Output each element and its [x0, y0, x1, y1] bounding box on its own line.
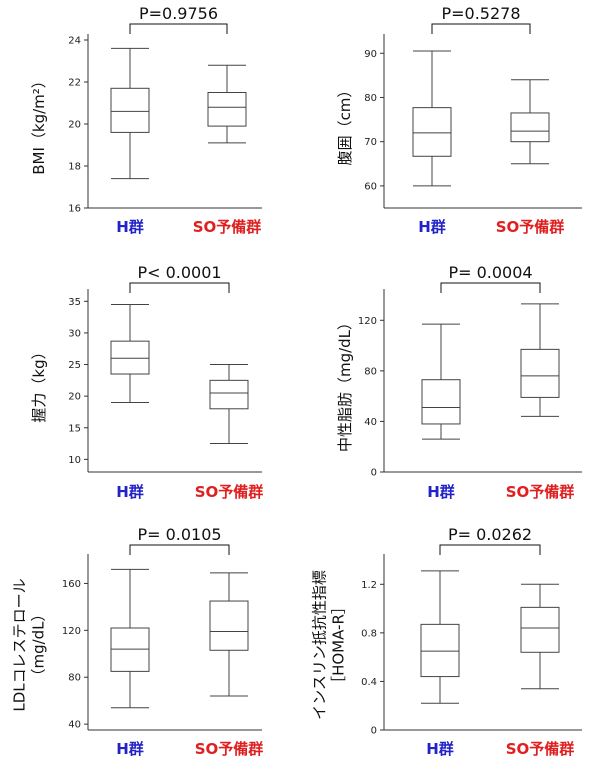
y-tick-label: 30: [68, 328, 81, 339]
y-axis-label: 中性脂肪（mg/dL）: [336, 315, 354, 452]
x-category-label: SO予備群: [193, 218, 262, 236]
y-tick-label: 70: [364, 137, 377, 148]
iqr-box: [520, 348, 560, 398]
y-tick-label: 35: [68, 297, 81, 308]
y-tick-label: 80: [364, 93, 377, 104]
chart-panel-2: 60 70 80 90 腹囲（cm） P=0.5278 H群 SO予備群: [336, 4, 582, 236]
y-axis-label: 握力（kg）: [30, 344, 48, 422]
x-category-label: H群: [116, 740, 144, 758]
box-so-group: [520, 583, 560, 690]
iqr-box: [420, 623, 460, 678]
y-axis-label: ［HOMA-R］: [330, 599, 348, 691]
p-value-label: P=0.9756: [139, 4, 218, 23]
x-category-label: H群: [418, 218, 446, 236]
iqr-box: [520, 606, 560, 653]
y-axis-label: BMI（kg/m²）: [30, 73, 48, 175]
box-so-group: [209, 364, 249, 445]
significance-bracket: [129, 282, 230, 293]
y-tick-label: 16: [68, 204, 81, 215]
y-tick-label: 0.4: [361, 677, 377, 688]
chart-panel-3: 10 15 20 25 30 35 握力（kg） P< 0.0001 H群 SO予備群: [30, 263, 263, 501]
y-tick-label: 1.2: [361, 580, 377, 591]
y-tick-label: 40: [364, 417, 377, 428]
significance-bracket: [129, 23, 228, 34]
y-tick-label: 10: [68, 455, 81, 466]
box-so-group: [209, 572, 249, 697]
y-tick-label: 80: [68, 673, 81, 684]
iqr-box: [110, 340, 150, 375]
chart-panel-6: 0 0.4 0.8 1.2 インスリン抵抗性指標 ［HOMA-R］ P= 0.0262 H群 S…: [311, 525, 582, 758]
y-tick-label: 160: [62, 579, 81, 590]
y-tick-label: 24: [68, 36, 81, 47]
x-category-label: SO予備群: [496, 218, 565, 236]
p-value-label: P< 0.0001: [137, 263, 221, 282]
y-tick-label: 80: [364, 366, 377, 377]
iqr-box: [209, 600, 249, 651]
y-axis-label: LDLコレステロール: [11, 578, 29, 711]
y-tick-label: 120: [62, 626, 81, 637]
box-h-group: [420, 570, 460, 704]
x-category-label: H群: [426, 740, 454, 758]
chart-panel-5: 40 80 120 160 LDLコレステロール （mg/dL） P= 0.0105 H群 SO…: [11, 525, 264, 758]
y-axis-label: （mg/dL）: [30, 606, 48, 683]
y-tick-label: 0.8: [361, 628, 377, 639]
x-category-label: SO予備群: [506, 740, 575, 758]
iqr-box: [421, 379, 461, 425]
box-h-group: [421, 323, 461, 440]
significance-bracket: [440, 282, 541, 293]
box-so-group: [510, 79, 550, 165]
y-tick-label: 18: [68, 162, 81, 173]
iqr-box: [412, 107, 452, 157]
y-tick-label: 0: [371, 726, 377, 737]
p-value-label: P= 0.0105: [137, 525, 221, 544]
y-tick-label: 20: [68, 392, 81, 403]
y-tick-label: 20: [68, 120, 81, 131]
box-so-group: [520, 303, 560, 417]
significance-bracket: [431, 23, 531, 34]
box-h-group: [412, 50, 452, 187]
p-value-label: P=0.5278: [441, 4, 520, 23]
chart-panel-4: 0 40 80 120 中性脂肪（mg/dL） P= 0.0004 H群 SO予備群: [336, 263, 582, 501]
chart-panel-1: 16 18 20 22 24 BMI（kg/m²） P=0.9756 H群 SO予備群: [30, 4, 262, 236]
box-h-group: [110, 47, 150, 180]
box-h-group: [110, 568, 150, 709]
box-h-group: [110, 303, 150, 403]
y-axis-label: インスリン抵抗性指標: [311, 570, 329, 720]
y-tick-label: 120: [358, 316, 377, 327]
box-so-group: [207, 64, 247, 144]
x-category-label: SO予備群: [195, 740, 264, 758]
significance-bracket: [129, 544, 230, 555]
y-tick-label: 15: [68, 423, 81, 434]
x-category-label: SO予備群: [195, 483, 264, 501]
y-tick-label: 40: [68, 720, 81, 731]
p-value-label: P= 0.0004: [448, 263, 532, 282]
iqr-box: [207, 92, 247, 127]
x-category-label: SO予備群: [506, 483, 575, 501]
x-category-label: H群: [116, 218, 144, 236]
iqr-box: [110, 627, 150, 672]
iqr-box: [510, 112, 550, 143]
x-category-label: H群: [116, 483, 144, 501]
p-value-label: P= 0.0262: [448, 525, 532, 544]
y-tick-label: 25: [68, 360, 81, 371]
y-tick-label: 60: [364, 181, 377, 192]
iqr-box: [110, 87, 150, 133]
x-category-label: H群: [427, 483, 455, 501]
iqr-box: [209, 379, 249, 410]
y-axis-label: 腹囲（cm）: [336, 83, 354, 166]
y-tick-label: 90: [364, 49, 377, 60]
significance-bracket: [439, 544, 541, 555]
y-tick-label: 22: [68, 78, 81, 89]
y-tick-label: 0: [371, 468, 377, 479]
